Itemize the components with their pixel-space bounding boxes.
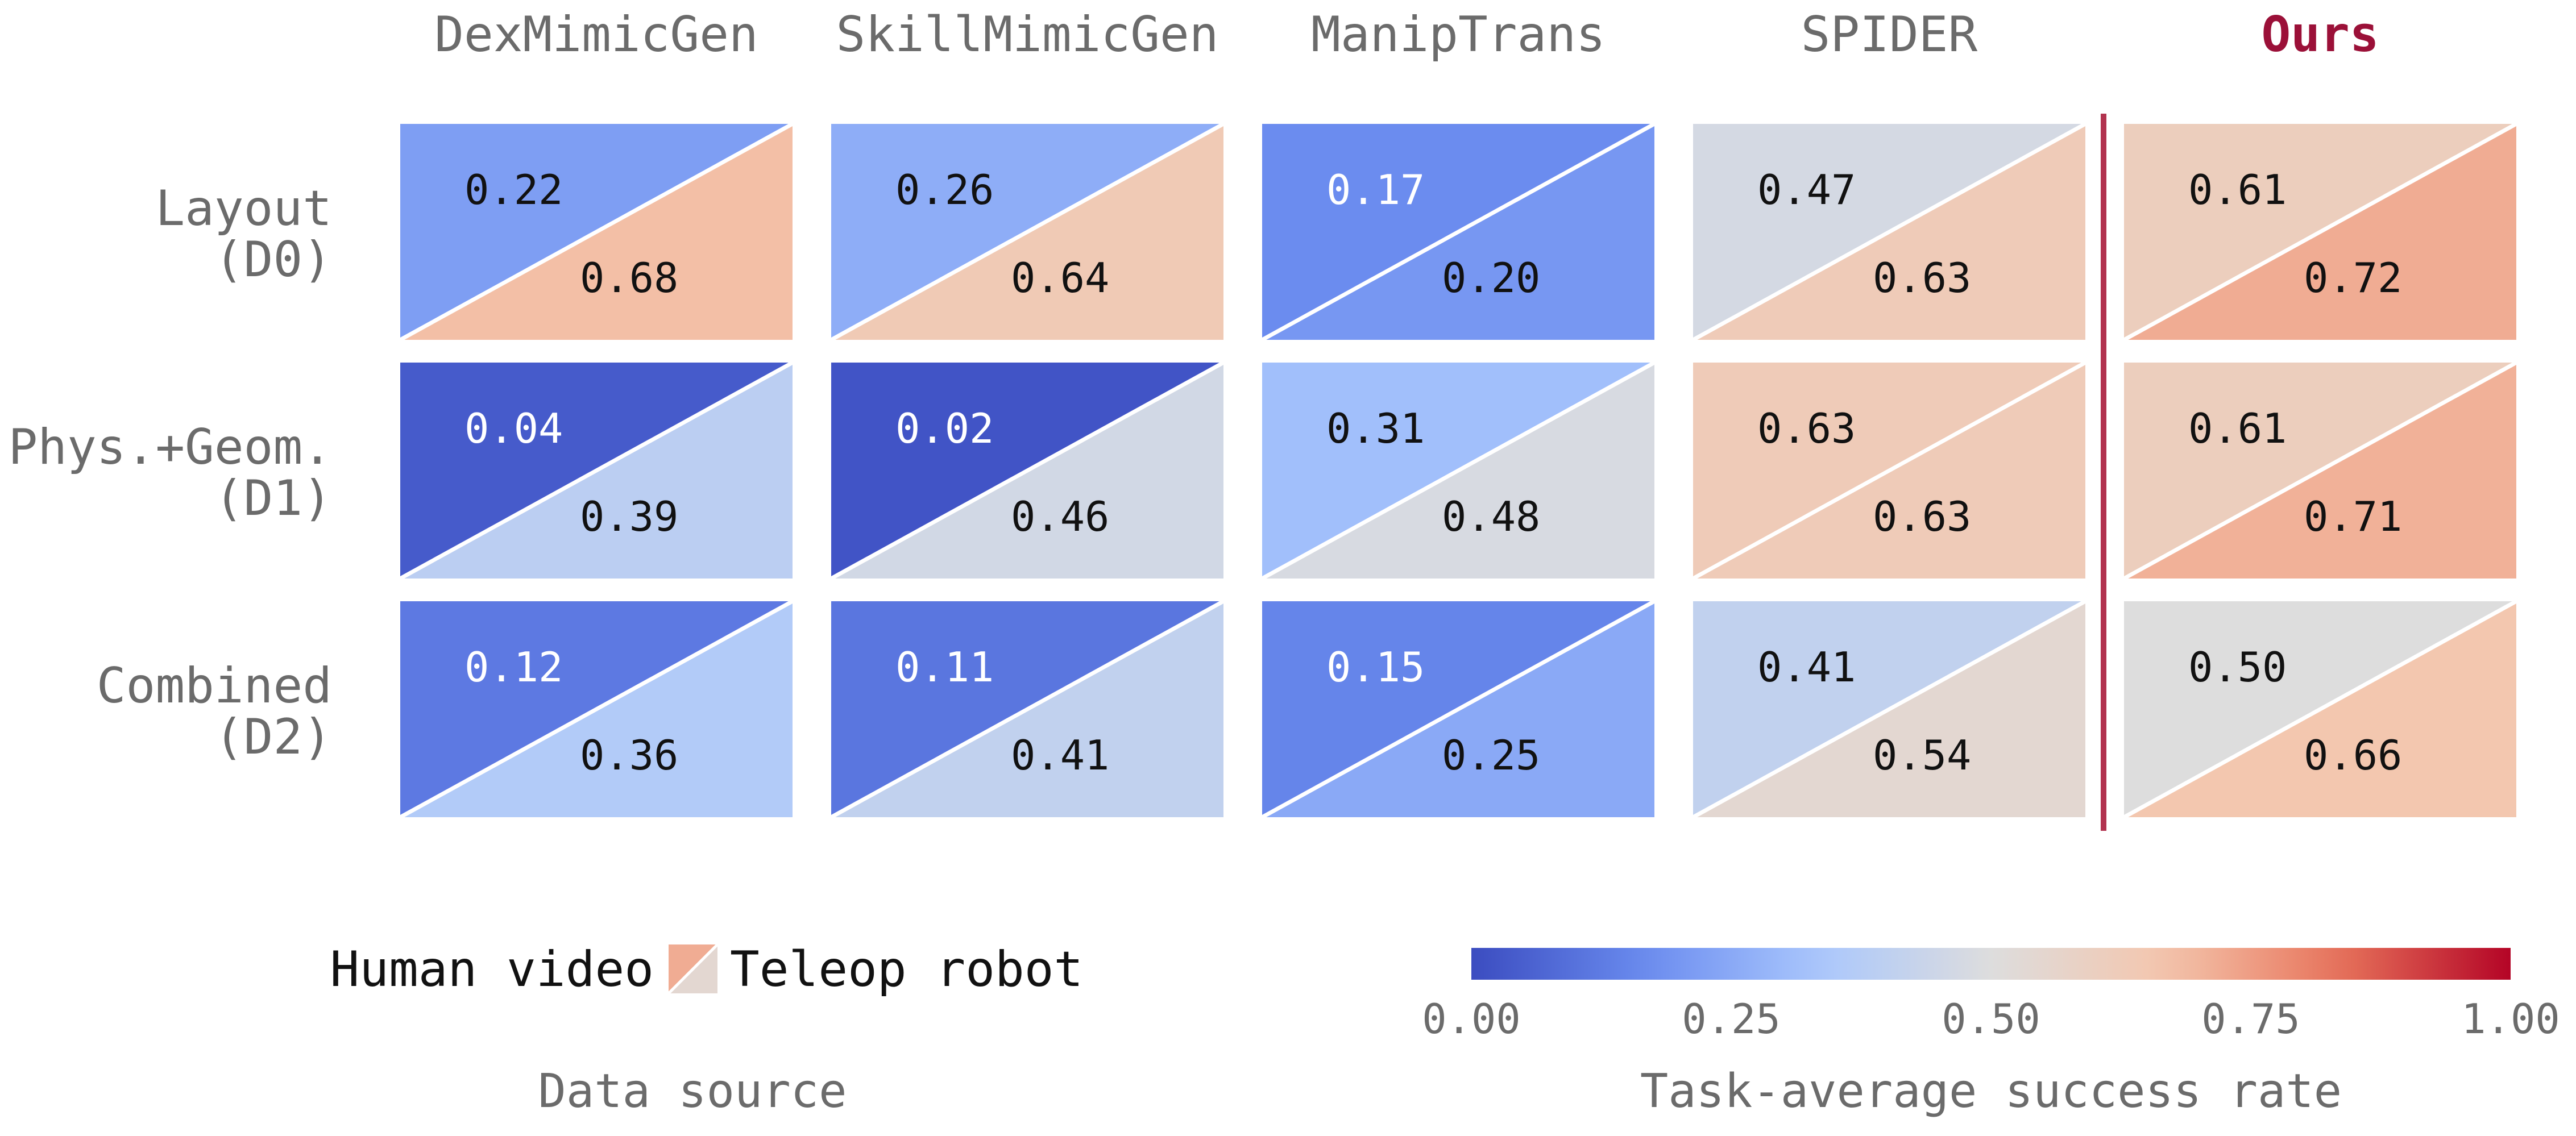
teleop-robot-value-label: 0.41 (1011, 731, 1109, 779)
column-header-skillmimicgen: SkillMimicGen (836, 6, 1218, 63)
human-video-value-label: 0.47 (1757, 166, 1856, 214)
teleop-robot-value-label: 0.39 (580, 493, 678, 540)
human-video-value-label: 0.22 (464, 166, 563, 214)
heatmap-cell: 0.61 0.71 (2123, 360, 2517, 581)
human-video-value-label: 0.26 (895, 166, 994, 214)
cell-diagonal (1261, 122, 1656, 342)
human-video-value-label: 0.11 (895, 643, 994, 691)
teleop-robot-value-label: 0.46 (1011, 493, 1109, 540)
human-video-value-label: 0.61 (2188, 166, 2287, 214)
teleop-robot-value-label: 0.48 (1442, 493, 1540, 540)
cell-diagonal (830, 122, 1225, 342)
heatmap-cell: 0.47 0.63 (1692, 122, 2086, 342)
human-video-value-label: 0.63 (1757, 405, 1856, 452)
cell-diagonal (1692, 599, 2086, 819)
human-video-value-label: 0.15 (1326, 643, 1425, 691)
teleop-robot-value-label: 0.63 (1873, 254, 1971, 302)
heatmap-cell: 0.02 0.46 (830, 360, 1225, 581)
human-video-value-label: 0.17 (1326, 166, 1425, 214)
cell-diagonal (399, 360, 794, 581)
row-sublabel-0: (D0) (214, 231, 332, 288)
cell-diagonal (399, 599, 794, 819)
cell-diagonal (2123, 122, 2517, 342)
teleop-robot-value-label: 0.71 (2304, 493, 2402, 540)
heatmap-cells: 0.22 0.68 0.26 0.64 0.17 0.20 0.47 0.63 0.61 0.72… (399, 122, 2517, 819)
heatmap-cell: 0.63 0.63 (1692, 360, 2086, 581)
colorbar-gradient (1471, 948, 2511, 980)
heatmap-cell: 0.26 0.64 (830, 122, 1225, 342)
human-video-value-label: 0.41 (1757, 643, 1856, 691)
teleop-robot-value-label: 0.66 (2304, 731, 2402, 779)
row-labels: Layout(D0) Phys.+Geom.(D1) Combined(D2) (8, 180, 332, 765)
colorbar-tick-label: 1.00 (2461, 995, 2560, 1043)
heatmap-cell: 0.31 0.48 (1261, 360, 1656, 581)
legend-teleop-robot-label: Teleop robot (730, 941, 1083, 998)
legend-swatch-diagonal (667, 943, 719, 994)
cell-diagonal (1692, 360, 2086, 581)
heatmap-cell: 0.61 0.72 (2123, 122, 2517, 342)
human-video-value-label: 0.31 (1326, 405, 1425, 452)
heatmap-cell: 0.41 0.54 (1692, 599, 2086, 819)
human-video-value-label: 0.61 (2188, 405, 2287, 452)
teleop-robot-value-label: 0.72 (2304, 254, 2402, 302)
teleop-robot-value-label: 0.25 (1442, 731, 1540, 779)
heatmap-cell: 0.17 0.20 (1261, 122, 1656, 342)
row-label-1: Phys.+Geom. (8, 419, 332, 476)
colorbar-tick-label: 0.50 (1942, 995, 2040, 1043)
teleop-robot-value-label: 0.68 (580, 254, 678, 302)
column-headers: DexMimicGen SkillMimicGen ManipTrans SPIDER… (434, 6, 2379, 63)
cell-diagonal (2123, 360, 2517, 581)
legend-split-swatch (667, 943, 719, 994)
human-video-value-label: 0.04 (464, 405, 563, 452)
colorbar-tick-label: 0.25 (1682, 995, 1780, 1043)
colorbar-label: Task-average success rate (1640, 1064, 2342, 1118)
teleop-robot-value-label: 0.64 (1011, 254, 1109, 302)
row-label-0: Layout (155, 180, 332, 237)
colorbar: 0.00 0.25 0.50 0.75 1.00 Task-average succes… (1422, 948, 2560, 1118)
cell-diagonal (2123, 599, 2517, 819)
cell-diagonal (399, 122, 794, 342)
heatmap-cell: 0.04 0.39 (399, 360, 794, 581)
data-source-legend: Human video Teleop robot Data source (330, 941, 1083, 1118)
heatmap-cell: 0.11 0.41 (830, 599, 1225, 819)
row-sublabel-1: (D1) (214, 470, 332, 527)
column-header-maniptrans: ManipTrans (1311, 6, 1606, 63)
heatmap-cell: 0.12 0.36 (399, 599, 794, 819)
cell-diagonal (830, 360, 1225, 581)
heatmap-cell: 0.50 0.66 (2123, 599, 2517, 819)
human-video-value-label: 0.02 (895, 405, 994, 452)
legend-title: Data source (538, 1064, 847, 1118)
cell-diagonal (1261, 360, 1656, 581)
column-header-spider: SPIDER (1801, 6, 1978, 63)
human-video-value-label: 0.50 (2188, 643, 2287, 691)
colorbar-tick-label: 0.75 (2201, 995, 2300, 1043)
legend-human-video-label: Human video (330, 941, 654, 998)
teleop-robot-value-label: 0.54 (1873, 731, 1971, 779)
human-video-value-label: 0.12 (464, 643, 563, 691)
row-sublabel-2: (D2) (214, 709, 332, 765)
teleop-robot-value-label: 0.36 (580, 731, 678, 779)
colorbar-tick-label: 0.00 (1422, 995, 1520, 1043)
cell-diagonal (830, 599, 1225, 819)
cell-diagonal (1692, 122, 2086, 342)
heatmap-cell: 0.15 0.25 (1261, 599, 1656, 819)
heatmap-cell: 0.22 0.68 (399, 122, 794, 342)
teleop-robot-value-label: 0.63 (1873, 493, 1971, 540)
teleop-robot-value-label: 0.20 (1442, 254, 1540, 302)
row-label-2: Combined (97, 658, 332, 714)
cell-diagonal (1261, 599, 1656, 819)
colorbar-ticks: 0.00 0.25 0.50 0.75 1.00 (1422, 995, 2560, 1043)
column-header-ours: Ours (2261, 6, 2379, 63)
column-header-dexmimicgen: DexMimicGen (434, 6, 758, 63)
